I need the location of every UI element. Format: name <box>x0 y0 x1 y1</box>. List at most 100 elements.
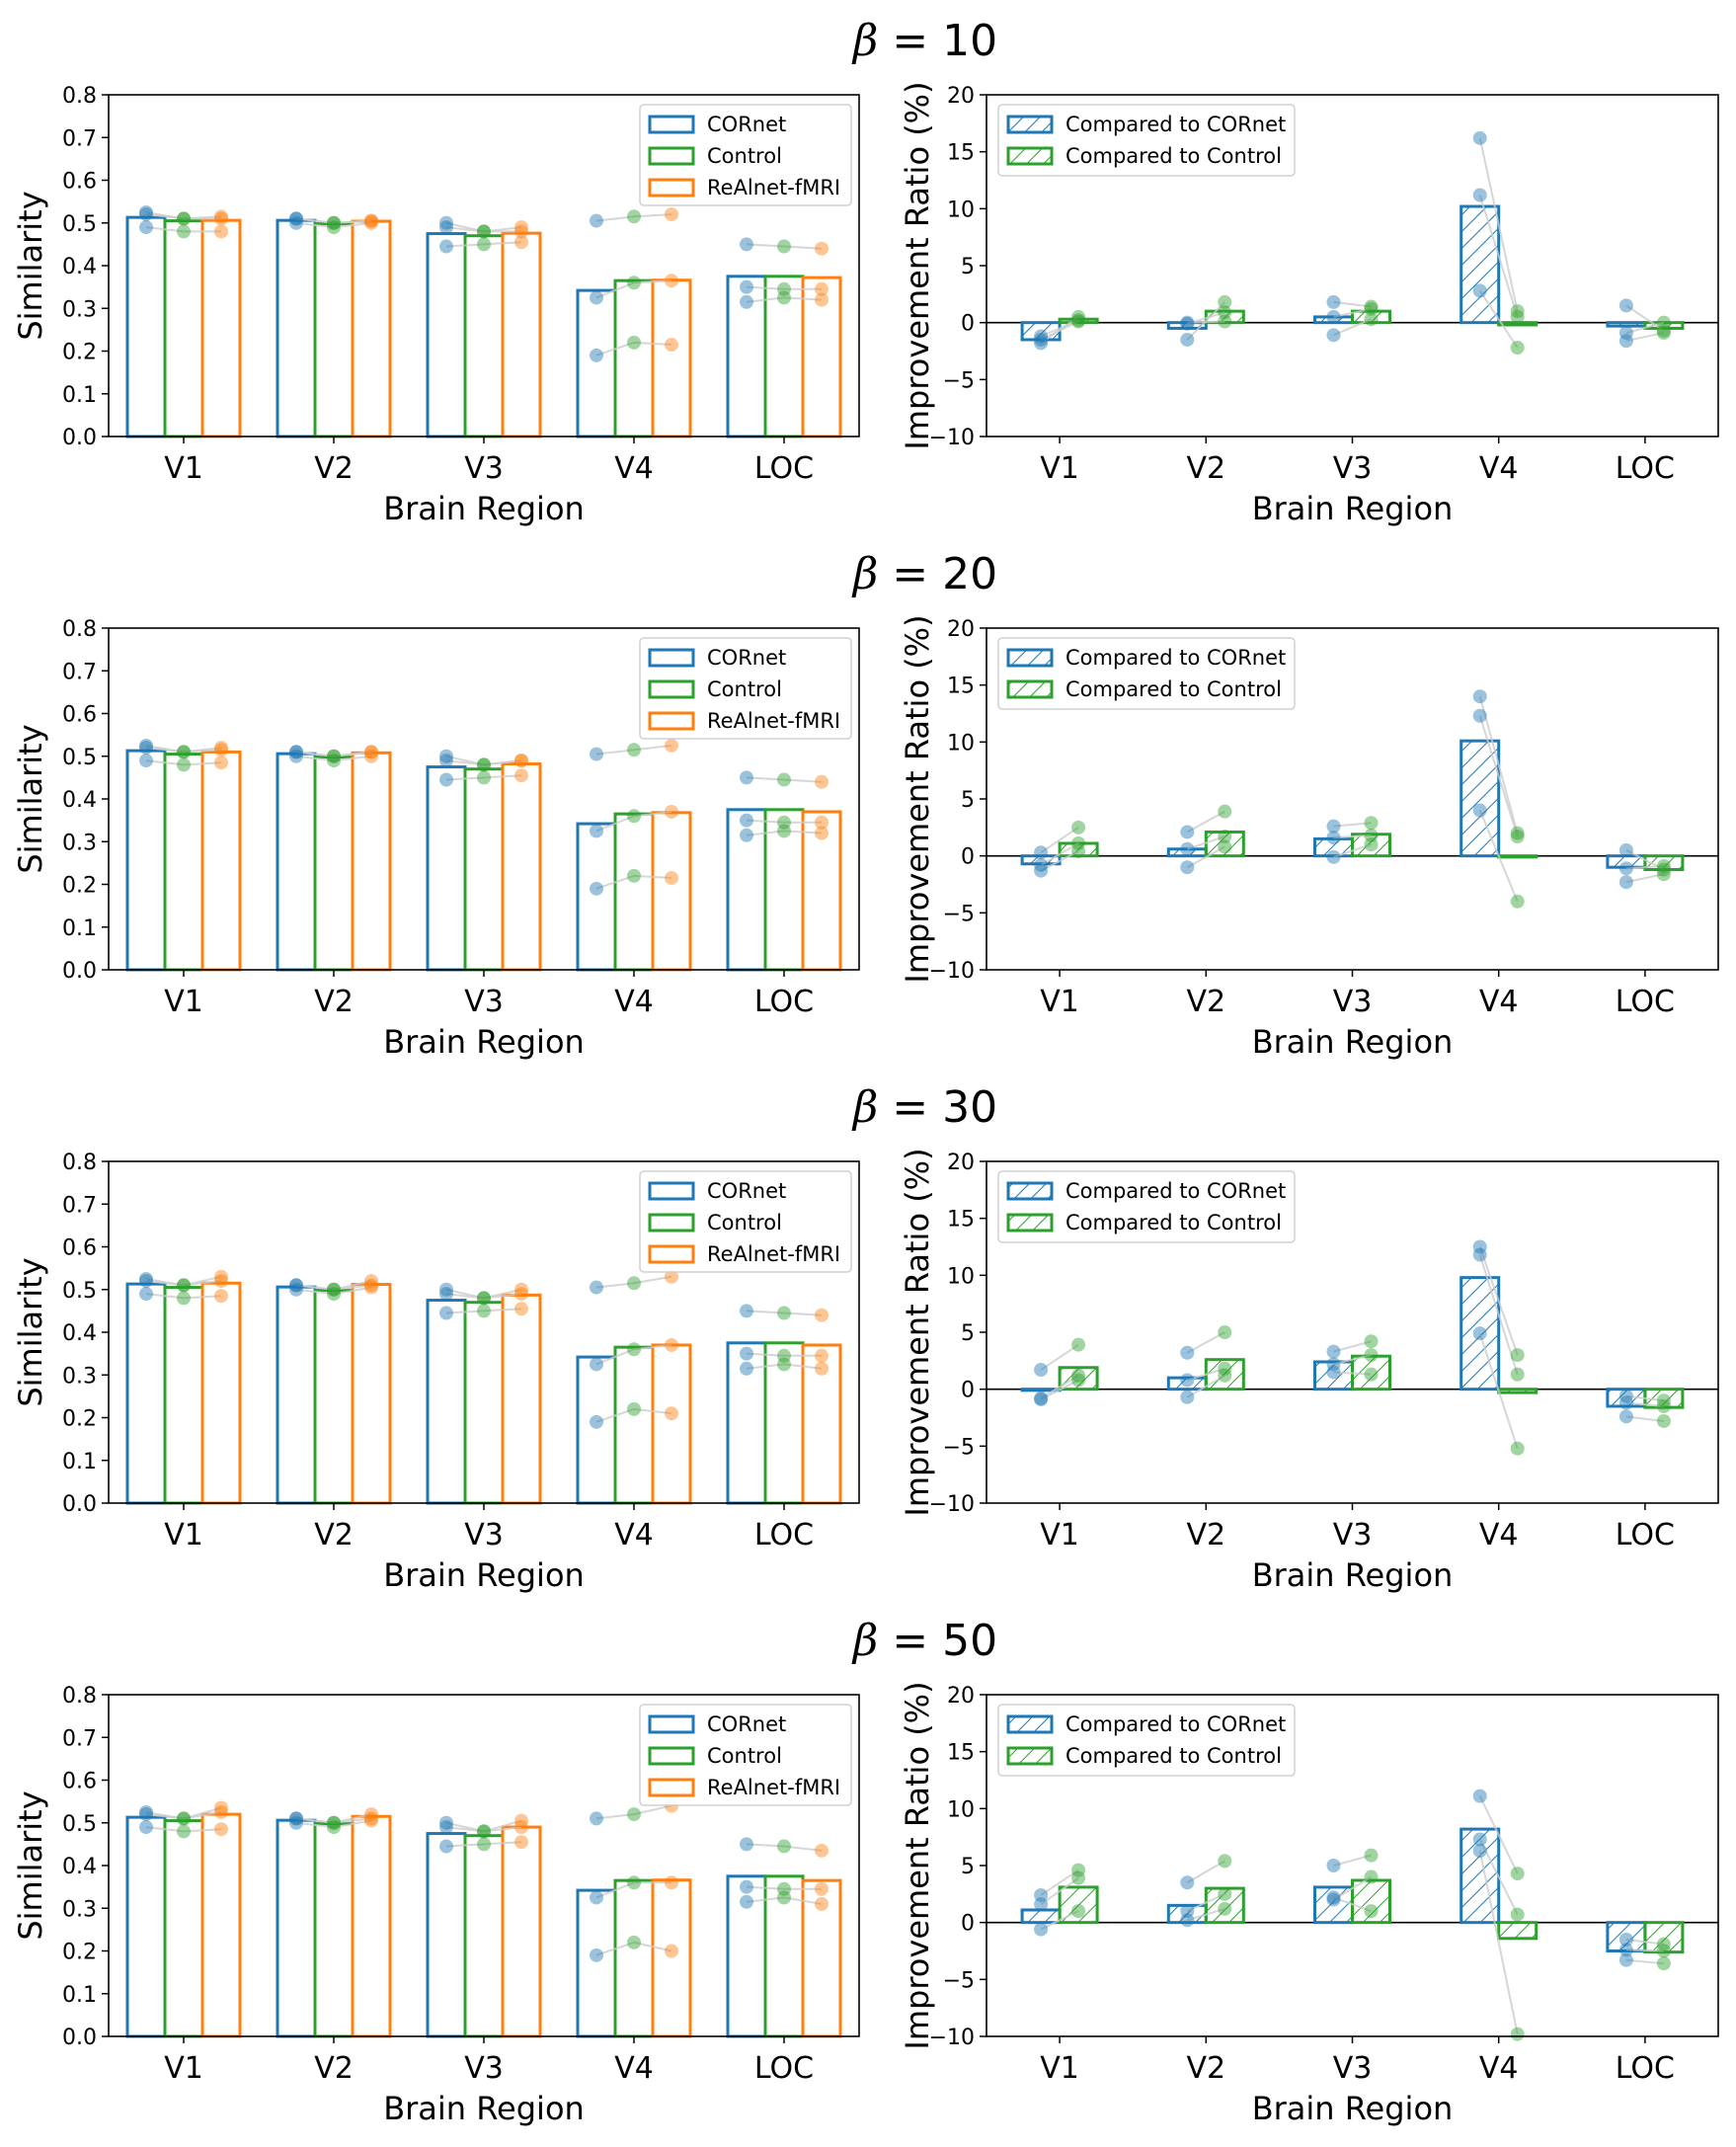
subject-connector <box>1625 321 1665 335</box>
subject-connector <box>1478 1254 1519 1375</box>
legend-label: CORnet <box>707 113 786 136</box>
y-axis-label: Similarity <box>12 1790 49 1940</box>
bar-v3-control <box>463 234 505 438</box>
legend-label: ReAlnet-fMRI <box>707 176 840 199</box>
subject-point <box>1618 861 1633 876</box>
subject-point <box>1618 298 1633 313</box>
subject-point <box>590 881 603 896</box>
subject-point <box>514 220 528 235</box>
subject-point <box>327 1815 341 1830</box>
similarity-panel: 0.0 0.1 0.2 0.3 0.4 0.5 0.6 0.7 0.8 V1 V2 V3 V4 LOC Br… <box>12 1684 860 2127</box>
x-axis-label: Brain Region <box>383 1556 585 1594</box>
legend-label: Control <box>707 1744 782 1768</box>
y-tick-label: 0.5 <box>62 746 97 770</box>
subject-point <box>1034 1922 1049 1937</box>
subject-point <box>177 745 191 759</box>
x-axis-label: Brain Region <box>383 2090 585 2127</box>
subject-connector <box>1040 1869 1079 1896</box>
subject-point <box>139 207 153 222</box>
y-tick-label: 5 <box>961 255 975 279</box>
subject-point <box>1034 336 1049 351</box>
subject-point <box>777 1839 791 1854</box>
subject-connector <box>746 1310 823 1316</box>
subject-point <box>777 1357 791 1372</box>
subject-connector <box>1186 1331 1225 1354</box>
y-axis-label: Similarity <box>12 1257 49 1406</box>
subject-point <box>177 1278 191 1293</box>
legend: CORnet Control ReAlnet-fMRI <box>639 1170 852 1273</box>
subject-point <box>1472 708 1487 723</box>
bar-v3-cornet <box>426 1832 467 2038</box>
subject-point <box>177 745 191 759</box>
subject-connector <box>295 217 372 224</box>
x-tick-label: V1 <box>164 451 203 486</box>
bar-v1-control <box>163 753 204 972</box>
subject-point <box>1180 825 1195 839</box>
subject-point <box>1618 1389 1633 1403</box>
subject-connector <box>295 751 372 757</box>
bar-v4-vs-control <box>1497 854 1539 859</box>
subject-connector <box>1333 822 1372 828</box>
subject-point <box>1326 1890 1341 1905</box>
subject-point <box>1364 1848 1379 1863</box>
subject-connector <box>1478 289 1519 349</box>
x-tick-label: V1 <box>164 2051 203 2086</box>
subject-point <box>1218 1901 1232 1916</box>
y-tick-label: 20 <box>947 1151 975 1175</box>
subject-point <box>139 1274 153 1289</box>
subject-point <box>364 1811 378 1826</box>
y-tick-label: 0.6 <box>62 703 97 728</box>
subject-point <box>214 1804 228 1819</box>
subject-point <box>627 276 641 290</box>
y-tick-label: −10 <box>929 426 975 450</box>
beta-value: = 10 <box>878 16 997 66</box>
subject-point <box>815 1896 829 1911</box>
subject-point <box>777 290 791 305</box>
subject-connector <box>1187 1907 1225 1922</box>
y-tick-label: 0.3 <box>62 1897 97 1922</box>
beta-symbol: β <box>851 549 878 599</box>
subject-point <box>514 1813 528 1828</box>
x-axis-label: Brain Region <box>1252 2090 1454 2127</box>
subject-connector <box>1478 1246 1519 1356</box>
x-tick-label: V2 <box>314 1518 354 1552</box>
subject-point <box>1656 1413 1671 1428</box>
subject-point <box>439 1820 453 1835</box>
legend: Compared to CORnet Compared to Control <box>997 637 1296 710</box>
subject-point <box>1472 1326 1487 1341</box>
legend-swatch <box>648 679 695 699</box>
subject-connector <box>445 1308 522 1314</box>
x-tick-label: LOC <box>1616 1518 1675 1552</box>
y-tick-label: 0.2 <box>62 874 97 899</box>
subject-point <box>590 1280 603 1295</box>
subject-point <box>1071 309 1086 324</box>
subject-connector <box>1186 835 1225 850</box>
x-tick-label: V2 <box>314 451 354 486</box>
row-title: β = 30 <box>851 1082 997 1133</box>
x-axis-label: Brain Region <box>1252 490 1454 527</box>
bar-v1-control <box>163 1819 204 2038</box>
subject-point <box>514 224 528 239</box>
legend-swatch <box>648 115 695 134</box>
y-tick-label: 0.8 <box>62 1684 97 1709</box>
subject-point <box>1618 326 1633 341</box>
y-tick-label: 20 <box>947 84 975 109</box>
legend: Compared to CORnet Compared to Control <box>997 1170 1296 1243</box>
subject-point <box>364 749 378 763</box>
subject-point <box>139 1287 153 1302</box>
subject-connector <box>1186 1860 1225 1884</box>
subject-point <box>1510 830 1525 844</box>
legend-label: Control <box>707 144 782 168</box>
subject-point <box>590 1890 603 1905</box>
improvement-panel: −10 −5 0 5 10 15 20 V1 V2 V3 V4 LOC Brain Region Impr… <box>899 81 1719 527</box>
subject-point <box>627 1401 641 1416</box>
subject-connector <box>145 210 221 220</box>
subject-point <box>1034 857 1049 872</box>
subject-point <box>177 224 191 239</box>
subject-connector <box>295 221 372 229</box>
subject-connector <box>1040 850 1079 872</box>
legend-label: Compared to Control <box>1065 1744 1282 1768</box>
subject-connector <box>1040 319 1079 338</box>
bar-v2-control <box>313 1822 355 2038</box>
subject-point <box>177 1824 191 1839</box>
